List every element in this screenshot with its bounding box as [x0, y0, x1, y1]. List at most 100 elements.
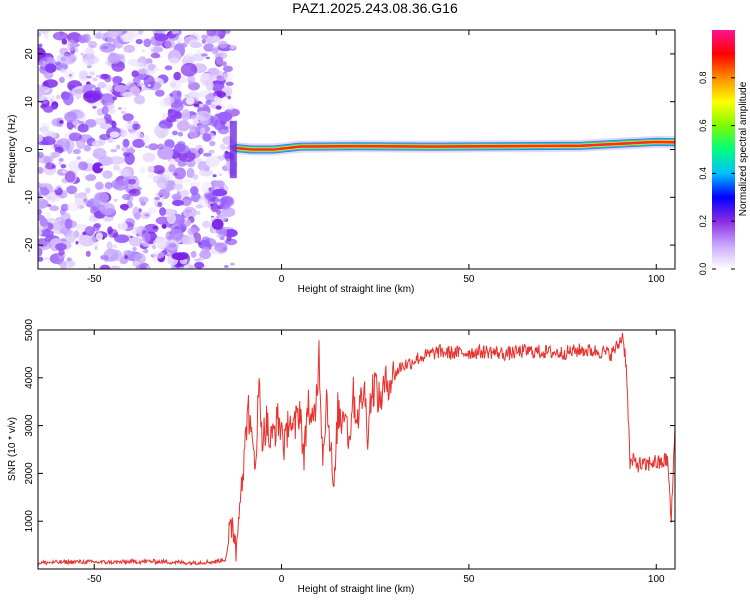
noise-blob: [217, 127, 230, 135]
noise-blob: [152, 251, 165, 259]
noise-blob: [61, 170, 66, 174]
noise-blob: [58, 158, 64, 162]
noise-blob: [144, 145, 150, 149]
y-tick-label: 4000: [24, 366, 35, 389]
noise-blob: [78, 70, 88, 80]
noise-blob: [119, 221, 128, 231]
noise-blob: [173, 183, 183, 190]
noise-blob: [152, 245, 157, 250]
noise-blob: [204, 167, 210, 172]
noise-blob: [158, 120, 173, 129]
noise-blob: [94, 33, 102, 39]
noise-blob: [59, 120, 64, 124]
spectrogram-x-axis: -50 0 50 100: [87, 30, 665, 285]
noise-blob: [71, 87, 84, 96]
noise-blob: [55, 243, 67, 251]
noise-blob: [64, 230, 76, 244]
noise-blob: [95, 232, 103, 241]
noise-blob: [123, 44, 136, 53]
noise-blob: [153, 68, 160, 72]
noise-blob: [202, 220, 210, 229]
noise-blob: [38, 151, 44, 159]
noise-blob: [230, 44, 236, 50]
noise-blob: [38, 84, 45, 97]
noise-blob: [38, 31, 42, 37]
noise-blob: [161, 223, 167, 229]
noise-blob: [159, 207, 167, 216]
noise-blob: [176, 120, 190, 132]
noise-blob: [58, 249, 65, 256]
noise-blob: [219, 143, 226, 151]
noise-blob: [154, 54, 161, 58]
noise-blob: [132, 226, 144, 236]
noise-blob: [128, 178, 136, 185]
noise-blob: [122, 91, 134, 98]
noise-blob: [147, 165, 155, 173]
noise-blob: [174, 143, 186, 153]
noise-blob: [184, 93, 191, 99]
noise-blob: [173, 167, 186, 180]
noise-blob: [194, 261, 205, 269]
noise-blob: [224, 265, 229, 268]
noise-blob: [99, 165, 104, 169]
y-tick-label: 2000: [24, 462, 35, 485]
noise-blob: [64, 111, 77, 123]
noise-blob: [113, 165, 121, 171]
noise-blob: [203, 43, 215, 52]
y-tick-label: -10: [24, 190, 35, 205]
noise-blob: [224, 30, 231, 34]
noise-blob: [43, 105, 54, 113]
noise-blob: [82, 55, 100, 65]
noise-blob: [85, 200, 94, 208]
noise-blob: [227, 95, 232, 100]
y-tick-label: 5000: [24, 318, 35, 341]
noise-blob: [85, 187, 91, 194]
noise-blob: [218, 40, 228, 49]
noise-blob: [45, 211, 51, 219]
noise-blob: [66, 257, 72, 262]
x-tick-label: 50: [463, 274, 475, 285]
spectrogram-x-label: Height of straight line (km): [298, 284, 415, 295]
noise-blob: [206, 30, 216, 37]
noise-blob: [110, 149, 118, 153]
noise-blob: [64, 171, 76, 183]
x-tick-label: 100: [648, 574, 665, 585]
noise-blob: [211, 218, 224, 230]
noise-blob: [112, 244, 118, 249]
noise-blob: [153, 32, 159, 37]
noise-blob: [133, 76, 141, 84]
noise-blob: [212, 80, 218, 85]
noise-blob: [95, 181, 104, 190]
noise-blob: [104, 182, 113, 189]
noise-blob: [72, 148, 81, 155]
noise-blob: [67, 202, 81, 212]
snr-x-label: Height of straight line (km): [298, 584, 415, 595]
noise-blob: [152, 165, 165, 174]
noise-blob: [143, 38, 152, 48]
noise-blob: [152, 225, 158, 230]
noise-blob: [66, 185, 78, 195]
noise-blob: [38, 230, 43, 236]
noise-blob: [164, 65, 173, 71]
noise-blob: [76, 156, 81, 160]
noise-blob: [89, 71, 96, 76]
noise-blob: [176, 46, 185, 53]
noise-blob: [89, 235, 97, 243]
noise-blob: [165, 232, 170, 237]
noise-blob: [181, 109, 191, 121]
noise-blob: [77, 123, 89, 133]
noise-blob: [122, 113, 134, 122]
noise-blob: [190, 181, 201, 188]
noise-blob: [45, 63, 57, 74]
noise-blob: [194, 258, 200, 262]
noise-blob: [78, 34, 89, 43]
noise-blob: [142, 152, 156, 163]
noise-blob: [132, 246, 137, 252]
noise-blob: [198, 103, 204, 108]
noise-blob: [82, 174, 86, 177]
noise-blob: [213, 71, 228, 82]
noise-blob: [68, 132, 82, 142]
noise-blob: [49, 98, 54, 103]
colorbar: 0.0 0.2 0.4 0.6 0.8 Normalized spectral ampl…: [698, 30, 749, 275]
noise-blob: [108, 156, 125, 165]
